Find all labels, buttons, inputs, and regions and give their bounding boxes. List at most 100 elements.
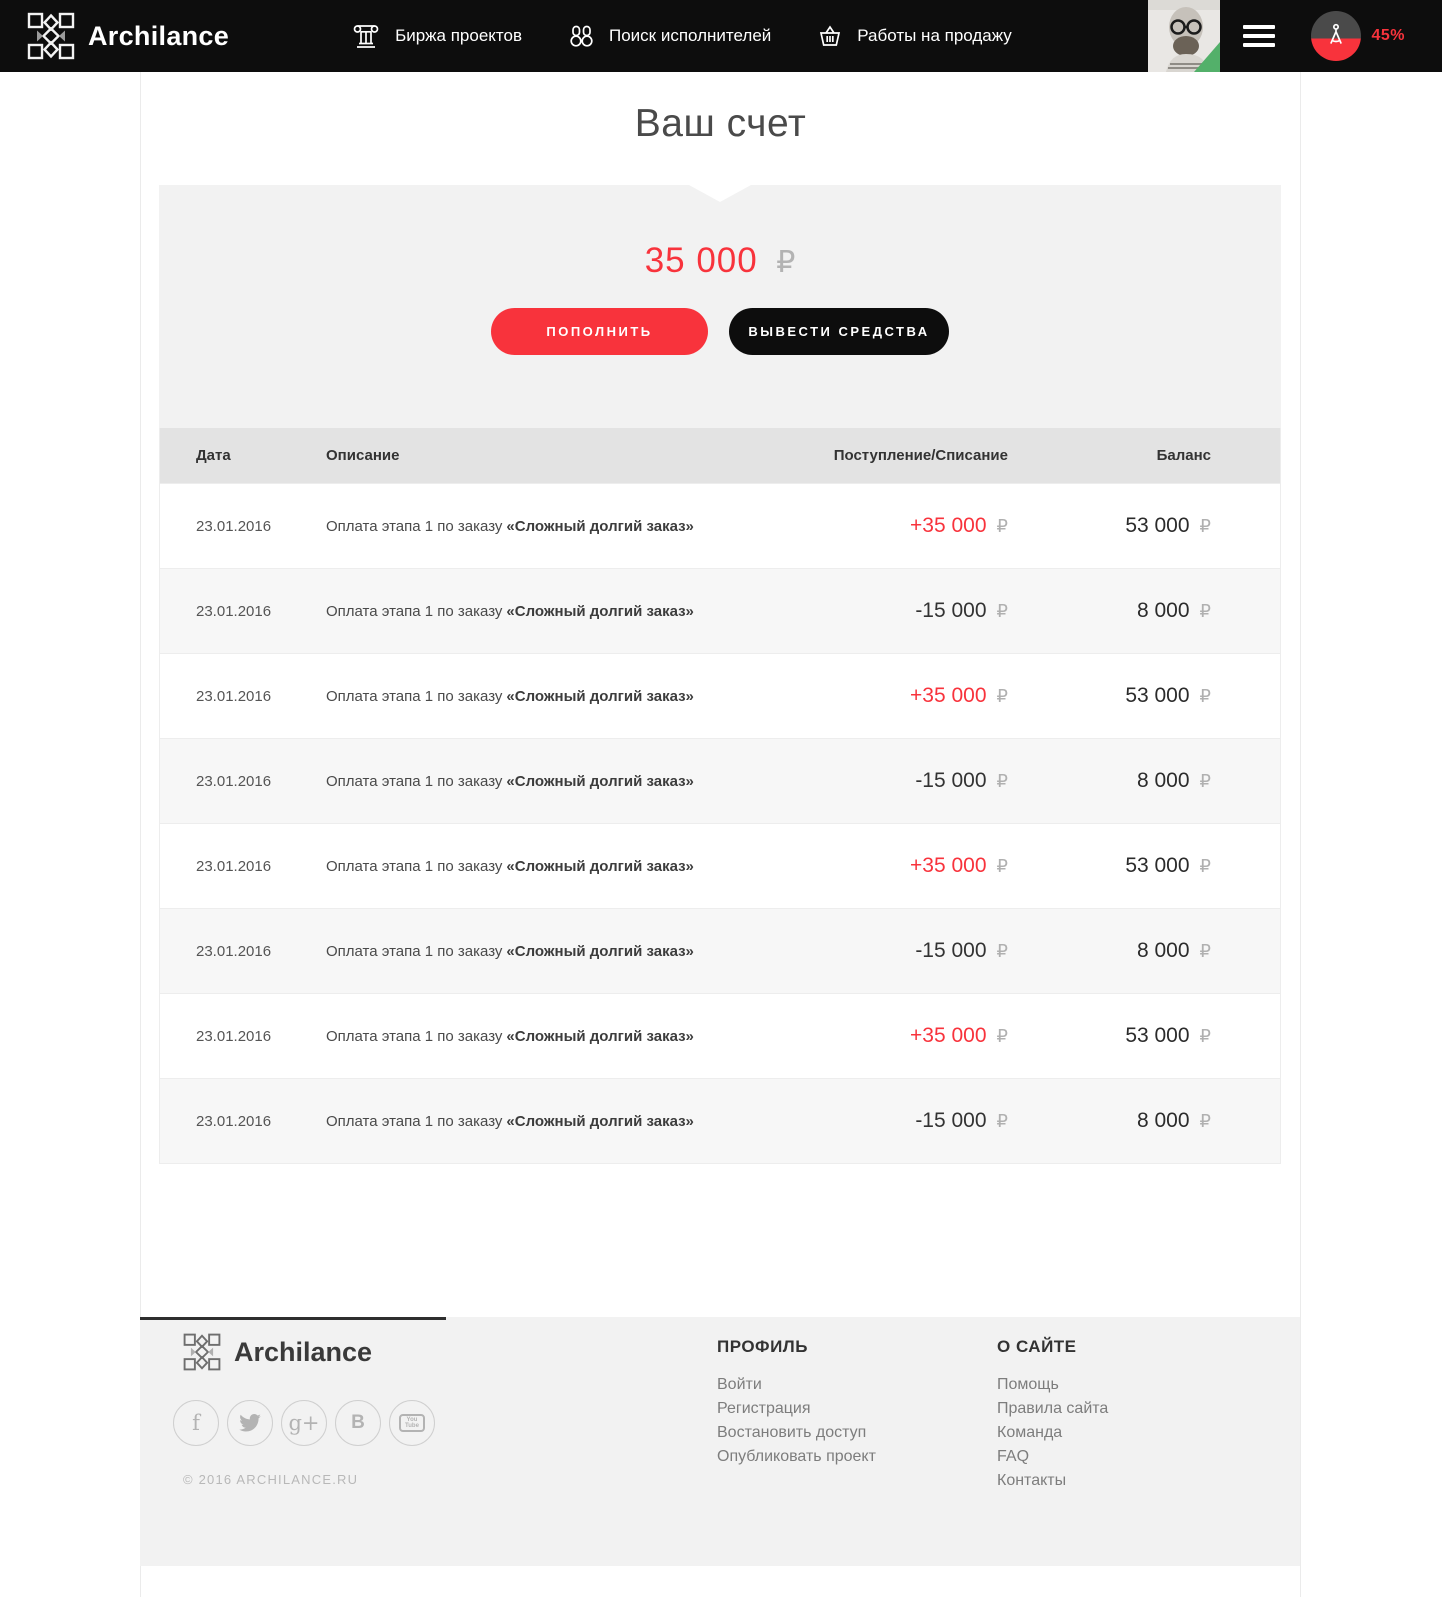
page-title: Ваш счет xyxy=(634,102,807,145)
footer-link-help[interactable]: Помощь xyxy=(997,1376,1059,1393)
nav-item-works-for-sale[interactable]: Работы на продажу xyxy=(817,24,1012,49)
footer-link-site-rules[interactable]: Правила сайта xyxy=(997,1400,1109,1417)
table-row: 23.01.2016 Оплата этапа 1 по заказу «Слож… xyxy=(160,908,1280,993)
panel-notch xyxy=(689,185,751,202)
main-nav: Биржа проектов Поиск исполнителей Рабо xyxy=(351,23,1012,50)
ruble-sign: ₽ xyxy=(996,516,1008,537)
compass-icon xyxy=(1323,22,1349,50)
nav-item-label: Работы на продажу xyxy=(857,26,1012,45)
page-footer: Archilance f g+ B You Tube © 2016 ARCHILA… xyxy=(140,1317,1300,1566)
cell-amount: +35 000 ₽ xyxy=(910,1024,1008,1047)
nav-item-search-performers[interactable]: Поиск исполнителей xyxy=(568,24,771,49)
ruble-sign: ₽ xyxy=(1199,771,1211,792)
cell-amount: -15 000 ₽ xyxy=(915,939,1008,962)
cell-amount: +35 000 ₽ xyxy=(910,684,1008,707)
balance-actions: ПОПОЛНИТЬ ВЫВЕСТИ СРЕДСТВА xyxy=(159,308,1281,355)
balance-line: 35 000 ₽ xyxy=(159,185,1281,281)
topup-button[interactable]: ПОПОЛНИТЬ xyxy=(491,308,708,355)
cell-date: 23.01.2016 xyxy=(196,1027,272,1045)
cell-amount: +35 000 ₽ xyxy=(910,514,1008,537)
cell-balance: 8 000 ₽ xyxy=(1136,599,1211,622)
col-header-description: Описание xyxy=(326,447,400,464)
cell-balance: 53 000 ₽ xyxy=(1125,1024,1211,1047)
main-content: Ваш счет 35 000 ₽ ПОПОЛНИТЬ ВЫВЕСТИ СРЕД… xyxy=(141,72,1300,1164)
facebook-icon[interactable]: f xyxy=(173,1400,219,1446)
footer-link-publish-project[interactable]: Опубликовать проект xyxy=(717,1448,876,1465)
user-avatar[interactable] xyxy=(1148,0,1221,72)
binoculars-icon xyxy=(568,24,595,49)
copyright-text: © 2016 ARCHILANCE.RU xyxy=(183,1472,359,1487)
cell-date: 23.01.2016 xyxy=(196,1112,272,1130)
withdraw-button[interactable]: ВЫВЕСТИ СРЕДСТВА xyxy=(729,308,949,355)
ruble-sign: ₽ xyxy=(1199,1026,1211,1047)
table-row: 23.01.2016 Оплата этапа 1 по заказу «Слож… xyxy=(160,653,1280,738)
cell-description: Оплата этапа 1 по заказу «Сложный долгий … xyxy=(326,517,694,535)
app-header: Archilance Биржа проектов xyxy=(0,0,1442,72)
profile-progress-indicator[interactable]: 45% xyxy=(1311,11,1405,61)
header-right: 45% xyxy=(1148,0,1442,72)
brand-name: Archilance xyxy=(88,20,230,51)
footer-link-team[interactable]: Команда xyxy=(997,1424,1063,1441)
balance-panel: 35 000 ₽ ПОПОЛНИТЬ ВЫВЕСТИ СРЕДСТВА xyxy=(159,185,1281,428)
hamburger-menu-icon[interactable] xyxy=(1243,20,1276,52)
brand-logo-link[interactable]: Archilance xyxy=(27,12,229,60)
ruble-sign: ₽ xyxy=(996,601,1008,622)
balance-amount: 35 000 xyxy=(644,241,758,280)
footer-link-login[interactable]: Войти xyxy=(717,1376,762,1393)
cell-balance: 8 000 ₽ xyxy=(1136,939,1211,962)
cell-balance: 53 000 ₽ xyxy=(1125,854,1211,877)
archilance-logo-icon xyxy=(27,12,75,60)
footer-column-profile: ПРОФИЛЬ Войти Регистрация Востановить до… xyxy=(717,1337,876,1469)
cell-description: Оплата этапа 1 по заказу «Сложный долгий … xyxy=(326,942,694,960)
ruble-sign: ₽ xyxy=(1199,601,1211,622)
ruble-sign: ₽ xyxy=(996,1026,1008,1047)
archilance-logo-icon xyxy=(183,1333,221,1371)
footer-link-register[interactable]: Регистрация xyxy=(717,1400,811,1417)
transactions-table: Дата Описание Поступление/Списание Балан… xyxy=(159,428,1281,1164)
progress-percent-label: 45% xyxy=(1371,27,1405,44)
cell-date: 23.01.2016 xyxy=(196,772,272,790)
col-header-amount: Поступление/Списание xyxy=(833,447,1008,464)
table-row: 23.01.2016 Оплата этапа 1 по заказу «Слож… xyxy=(160,823,1280,908)
footer-brand-name: Archilance xyxy=(234,1336,373,1367)
transactions-body: 23.01.2016 Оплата этапа 1 по заказу «Слож… xyxy=(160,483,1280,1163)
google-plus-icon[interactable]: g+ xyxy=(281,1400,327,1446)
cell-description: Оплата этапа 1 по заказу «Сложный долгий … xyxy=(326,1027,694,1045)
cell-date: 23.01.2016 xyxy=(196,687,272,705)
ruble-sign: ₽ xyxy=(996,1111,1008,1132)
twitter-icon[interactable] xyxy=(227,1400,273,1446)
cell-date: 23.01.2016 xyxy=(196,942,272,960)
cell-description: Оплата этапа 1 по заказу «Сложный долгий … xyxy=(326,1112,694,1130)
footer-column-title: ПРОФИЛЬ xyxy=(717,1337,808,1356)
cell-date: 23.01.2016 xyxy=(196,857,272,875)
footer-brand[interactable]: Archilance xyxy=(183,1333,372,1371)
cell-amount: -15 000 ₽ xyxy=(915,599,1008,622)
cell-amount: +35 000 ₽ xyxy=(910,854,1008,877)
vk-icon[interactable]: B xyxy=(335,1400,381,1446)
table-row: 23.01.2016 Оплата этапа 1 по заказу «Слож… xyxy=(160,568,1280,653)
table-row: 23.01.2016 Оплата этапа 1 по заказу «Слож… xyxy=(160,993,1280,1078)
footer-link-contacts[interactable]: Контакты xyxy=(997,1472,1067,1489)
column-icon xyxy=(351,23,381,50)
col-header-date: Дата xyxy=(196,447,231,464)
cell-description: Оплата этапа 1 по заказу «Сложный долгий … xyxy=(326,687,694,705)
cell-balance: 8 000 ₽ xyxy=(1136,1109,1211,1132)
ruble-sign: ₽ xyxy=(996,856,1008,877)
footer-link-faq[interactable]: FAQ xyxy=(997,1448,1030,1465)
nav-item-projects[interactable]: Биржа проектов xyxy=(351,23,522,50)
cell-balance: 8 000 ₽ xyxy=(1136,769,1211,792)
cell-balance: 53 000 ₽ xyxy=(1125,514,1211,537)
cell-amount: -15 000 ₽ xyxy=(915,769,1008,792)
progress-circle xyxy=(1311,11,1362,61)
cell-balance: 53 000 ₽ xyxy=(1125,684,1211,707)
footer-link-restore-access[interactable]: Востановить доступ xyxy=(717,1424,867,1441)
table-header-row: Дата Описание Поступление/Списание Балан… xyxy=(160,428,1280,483)
youtube-icon[interactable]: You Tube xyxy=(389,1400,435,1446)
social-links: f g+ B You Tube xyxy=(173,1400,435,1446)
ruble-sign: ₽ xyxy=(996,941,1008,962)
cell-date: 23.01.2016 xyxy=(196,517,272,535)
table-row: 23.01.2016 Оплата этапа 1 по заказу «Слож… xyxy=(160,738,1280,823)
basket-icon xyxy=(817,24,843,49)
cell-description: Оплата этапа 1 по заказу «Сложный долгий … xyxy=(326,602,694,620)
table-row: 23.01.2016 Оплата этапа 1 по заказу «Слож… xyxy=(160,1078,1280,1163)
